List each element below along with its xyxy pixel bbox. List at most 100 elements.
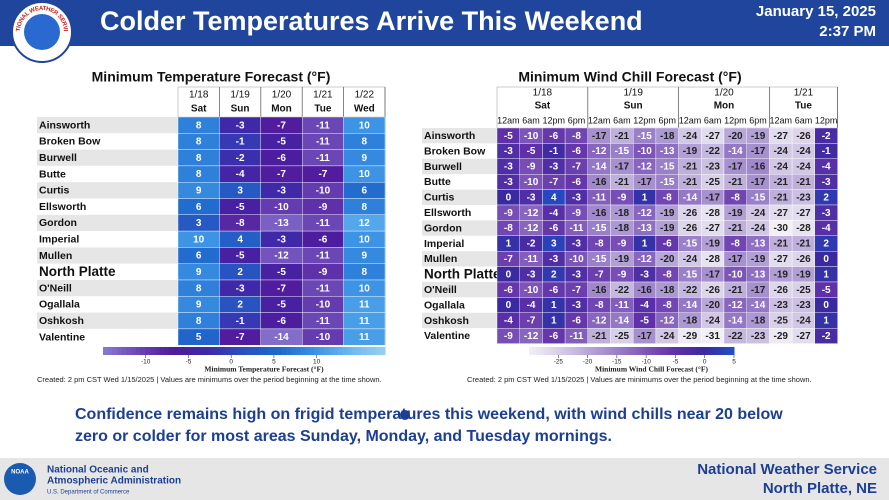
cell-value: -13 <box>637 223 652 234</box>
cell-value: -14 <box>615 316 630 327</box>
colorbar-segment <box>121 347 127 355</box>
cell-value: -17 <box>637 331 652 342</box>
location-bg <box>422 128 497 144</box>
header-time: 12pm <box>542 115 565 125</box>
cell-value: -14 <box>751 300 766 311</box>
cell-value: -6 <box>504 285 513 296</box>
cell-value: -25 <box>796 285 811 296</box>
location-bg <box>37 296 178 313</box>
colorbar-segment <box>614 347 619 355</box>
cell-value: -30 <box>774 223 789 234</box>
cell-value: -7 <box>572 285 581 296</box>
header-time: 12pm <box>633 115 656 125</box>
cell-value: -4 <box>527 300 536 311</box>
cell-value: -10 <box>569 254 584 265</box>
header-time: 6pm <box>658 115 676 125</box>
cell-value: -4 <box>822 162 831 173</box>
cell-value: 1 <box>642 239 648 250</box>
colorbar-segment <box>103 347 109 355</box>
cell-value: -15 <box>660 177 675 188</box>
cell-value: -8 <box>731 239 740 250</box>
colorbar-segment <box>281 347 287 355</box>
colorbar-tick-label: -20 <box>583 359 593 366</box>
cell-value: -6 <box>663 239 672 250</box>
colorbar-segment <box>201 347 207 355</box>
cell-value: -19 <box>705 239 720 250</box>
header-date: 1/20 <box>272 90 292 101</box>
colorbar-segment <box>112 347 118 355</box>
cell-value: -18 <box>615 223 630 234</box>
cell-value: -22 <box>683 285 698 296</box>
colorbar-tick-label: -25 <box>554 359 564 366</box>
colorbar-segment <box>573 347 578 355</box>
colorbar-segment <box>380 347 386 355</box>
location: North Platte <box>424 266 501 281</box>
colorbar-segment <box>309 347 315 355</box>
cell-value: -21 <box>728 285 743 296</box>
header-day: Sun <box>624 101 643 112</box>
colorbar-segment <box>300 347 306 355</box>
cell-value: -27 <box>796 208 811 219</box>
location-bg <box>422 220 497 236</box>
colorbar-segment <box>703 347 708 355</box>
cell-value: -17 <box>728 254 743 265</box>
cell-value: 8 <box>196 120 202 131</box>
cell-value: -1 <box>549 146 558 157</box>
cell-value: -5 <box>236 202 245 213</box>
colorbar-segment <box>563 347 568 355</box>
cell-value: -11 <box>316 218 330 229</box>
cell-value: -23 <box>751 331 766 342</box>
cell-value: -18 <box>683 316 698 327</box>
location-bg <box>422 189 497 205</box>
colorbar-segment <box>347 347 353 355</box>
cell-value: -6 <box>318 234 327 245</box>
cell-value: 8 <box>196 153 202 164</box>
cell-value: -7 <box>277 283 286 294</box>
cell-value: -11 <box>569 223 583 234</box>
colorbar-segment <box>556 347 561 355</box>
cell-value: -12 <box>637 254 652 265</box>
cell-value: 8 <box>196 283 202 294</box>
colorbar-segment <box>159 347 165 355</box>
cell-value: -11 <box>316 251 330 262</box>
cell-value: -12 <box>524 331 539 342</box>
colorbar-segment <box>253 347 259 355</box>
cell-value: -11 <box>316 283 330 294</box>
colorbar-segment <box>117 347 123 355</box>
cell-value: -24 <box>683 254 698 265</box>
cell-value: -2 <box>527 239 536 250</box>
colorbar-segment <box>366 347 372 355</box>
colorbar-segment <box>173 347 179 355</box>
colorbar-segment <box>549 347 554 355</box>
cell-value: -23 <box>705 162 720 173</box>
cell-value: -24 <box>660 331 675 342</box>
cell-value: -17 <box>728 162 743 173</box>
colorbar-segment <box>211 347 217 355</box>
cell-value: -6 <box>572 316 581 327</box>
cell-value: -2 <box>236 153 245 164</box>
cell-value: -14 <box>683 192 698 203</box>
colorbar-segment <box>295 347 301 355</box>
colorbar-tick-label: 5 <box>272 359 276 366</box>
header-time: 6am <box>795 115 813 125</box>
colorbar-segment <box>600 347 605 355</box>
cell-value: -8 <box>663 192 672 203</box>
cell-value: 8 <box>362 137 368 148</box>
cell-value: -21 <box>774 192 789 203</box>
cell-value: -24 <box>796 146 811 157</box>
cell-value: -13 <box>751 239 766 250</box>
colorbar-tick-label: 0 <box>703 359 707 366</box>
header-day: Wed <box>354 104 375 115</box>
cell-value: -21 <box>683 162 698 173</box>
header-band <box>0 0 889 46</box>
colorbar-segment <box>258 347 264 355</box>
colorbar-tick-label: 5 <box>732 359 736 366</box>
cell-value: -20 <box>728 131 743 142</box>
colorbar-tick-label: -10 <box>641 359 651 366</box>
location: Valentine <box>424 330 470 342</box>
colorbar-segment <box>276 347 283 355</box>
cell-value: -19 <box>683 146 698 157</box>
cell-value: -16 <box>592 208 607 219</box>
colorbar-tick-label: 10 <box>313 359 321 366</box>
header-day: Tue <box>795 101 812 112</box>
